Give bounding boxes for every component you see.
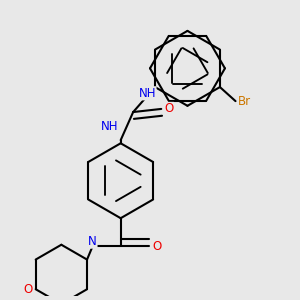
Text: O: O (164, 102, 174, 116)
Text: Br: Br (238, 94, 251, 108)
Text: O: O (152, 240, 161, 253)
Text: NH: NH (101, 120, 118, 133)
Text: O: O (23, 283, 32, 296)
Text: N: N (88, 235, 97, 248)
Text: NH: NH (139, 87, 156, 100)
